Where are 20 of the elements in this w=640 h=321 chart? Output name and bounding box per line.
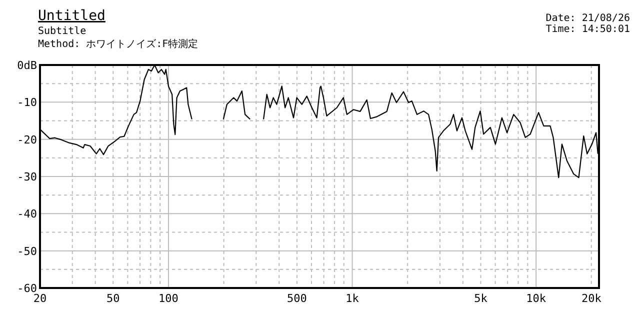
text: Date: 21/08/26 <box>546 13 630 24</box>
x-tick-label: 20k <box>581 292 602 305</box>
x-tick-label: 10k <box>526 292 546 305</box>
chart-subtitle: Subtitle <box>38 26 86 37</box>
y-tick-label: -10 <box>17 96 37 110</box>
chart-title: Untitled <box>38 8 106 24</box>
y-tick-label: -30 <box>17 170 37 184</box>
y-tick-label: -50 <box>17 244 37 258</box>
x-tick-label: 1k <box>346 292 360 305</box>
y-tick-label: 0dB <box>17 59 38 72</box>
y-tick-label: -40 <box>17 208 37 221</box>
x-tick-label: 50 <box>106 292 120 305</box>
y-tick-label: -20 <box>17 133 37 146</box>
x-tick-label: 20 <box>33 292 47 305</box>
y-tick-label: -60 <box>17 282 37 295</box>
x-tick-label: 5k <box>474 292 488 305</box>
x-tick-label: 500 <box>287 292 307 305</box>
text: Method: ホワイトノイズ:F特測定 <box>38 38 198 50</box>
x-tick-label: 100 <box>158 292 178 305</box>
text: Time: 14:50:01 <box>546 24 630 35</box>
